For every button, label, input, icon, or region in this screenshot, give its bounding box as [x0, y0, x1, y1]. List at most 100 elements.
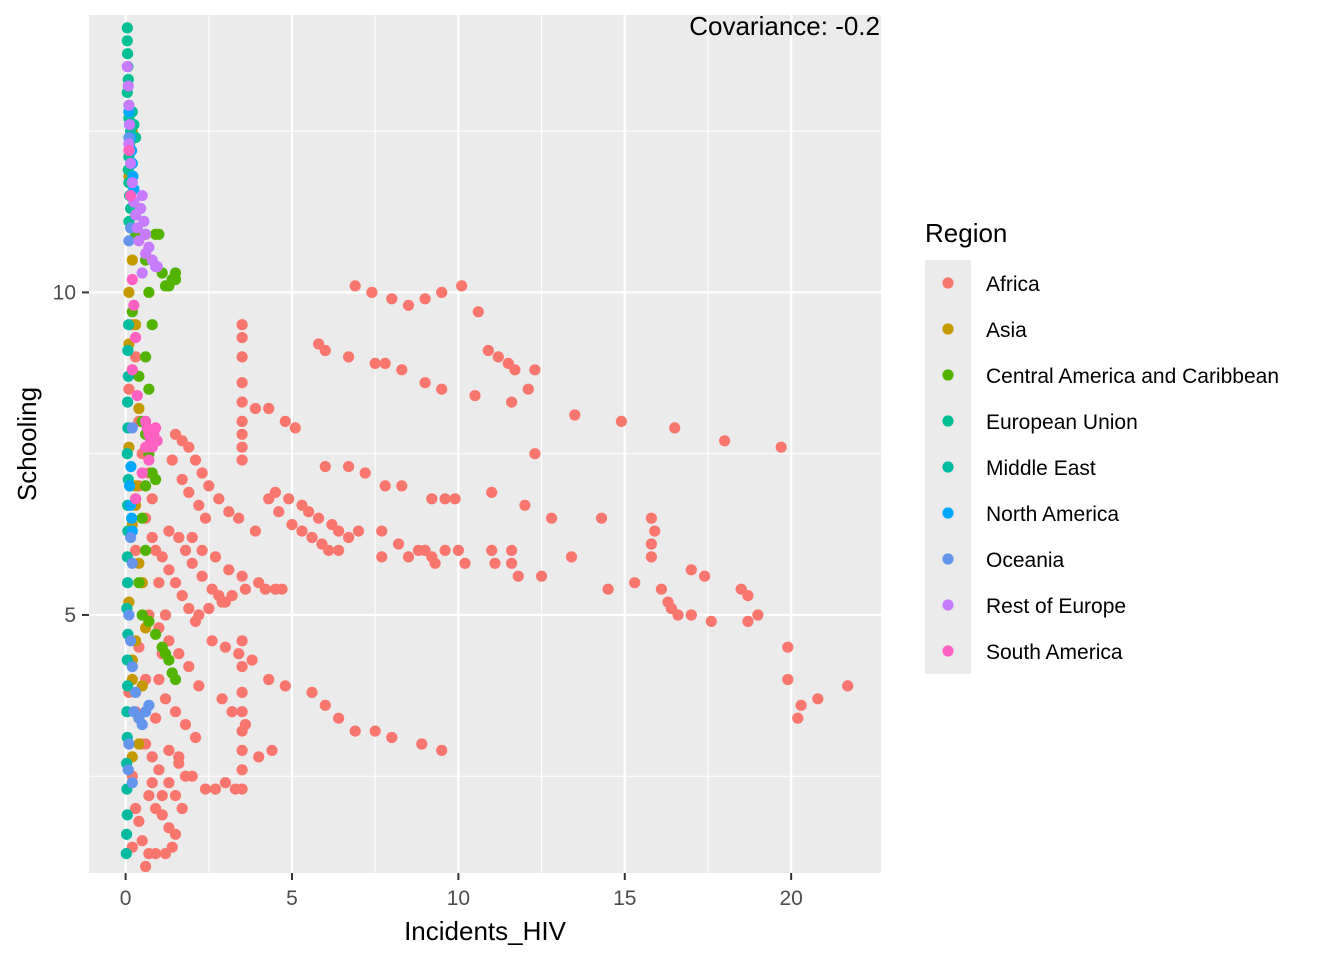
- data-point: [123, 738, 135, 750]
- data-point: [529, 448, 541, 460]
- data-point: [349, 725, 361, 737]
- data-point: [140, 441, 152, 453]
- data-point: [138, 215, 150, 227]
- data-point: [419, 293, 431, 305]
- data-point: [169, 790, 182, 802]
- data-point: [219, 777, 231, 789]
- data-point: [120, 848, 132, 860]
- data-point: [236, 351, 248, 363]
- points-layer: [120, 22, 854, 873]
- x-tick-label: 20: [779, 887, 802, 910]
- data-point: [140, 351, 152, 363]
- data-point: [276, 583, 288, 595]
- data-point: [303, 506, 315, 518]
- legend-label: Asia: [986, 319, 1027, 342]
- data-point: [283, 493, 295, 505]
- data-point: [209, 551, 222, 563]
- data-point: [279, 680, 291, 692]
- data-point: [429, 557, 441, 569]
- data-point: [150, 848, 162, 860]
- data-point: [705, 615, 717, 628]
- legend-key: [942, 645, 954, 657]
- data-point: [153, 577, 165, 589]
- data-point: [146, 531, 158, 544]
- legend-key: [942, 369, 954, 381]
- data-point: [123, 383, 135, 395]
- data-point: [812, 693, 824, 705]
- data-point: [426, 493, 438, 505]
- data-point: [140, 228, 152, 240]
- data-point: [249, 525, 261, 537]
- data-point: [126, 422, 138, 434]
- data-point: [179, 544, 192, 557]
- data-point: [333, 525, 345, 537]
- data-point: [236, 441, 248, 453]
- data-point: [386, 731, 398, 744]
- data-point: [163, 744, 175, 757]
- data-point: [452, 544, 464, 557]
- data-point: [156, 790, 168, 802]
- data-point: [519, 499, 531, 511]
- data-point: [124, 119, 136, 131]
- data-point: [782, 673, 794, 686]
- data-point: [203, 602, 215, 615]
- data-point: [223, 564, 235, 576]
- grid-minor: [89, 15, 881, 873]
- data-point: [469, 390, 481, 402]
- legend-title: Region: [925, 218, 1007, 248]
- data-point: [153, 673, 165, 686]
- y-tick-label: 10: [53, 281, 76, 304]
- data-point: [595, 512, 608, 524]
- data-point: [396, 364, 408, 376]
- data-point: [140, 480, 152, 492]
- data-point: [130, 332, 142, 344]
- data-point: [179, 770, 192, 782]
- data-point: [512, 570, 524, 582]
- data-point: [522, 383, 534, 395]
- data-point: [236, 396, 248, 408]
- data-point: [263, 493, 275, 505]
- legend-label: North America: [986, 503, 1119, 526]
- data-point: [752, 609, 764, 621]
- data-point: [173, 648, 185, 660]
- data-point: [122, 396, 134, 408]
- data-point: [159, 693, 172, 705]
- data-point: [236, 570, 248, 582]
- data-point: [236, 377, 248, 389]
- data-point: [196, 467, 208, 479]
- data-point: [150, 544, 162, 557]
- data-point: [369, 357, 381, 369]
- data-point: [169, 673, 182, 686]
- data-point: [186, 531, 198, 544]
- data-point: [319, 461, 331, 473]
- data-point: [795, 699, 807, 711]
- data-point: [546, 512, 558, 524]
- x-tick-label: 10: [447, 887, 470, 910]
- data-point: [126, 661, 138, 673]
- legend-label: Middle East: [986, 457, 1096, 480]
- data-point: [163, 525, 175, 537]
- data-point: [189, 615, 202, 628]
- legend-items: Africa Asia Central America and Caribbean E…: [942, 273, 1279, 664]
- data-point: [343, 531, 355, 544]
- data-point: [156, 809, 168, 821]
- data-point: [125, 157, 137, 169]
- data-point: [449, 493, 461, 505]
- data-point: [176, 802, 188, 815]
- data-point: [186, 557, 198, 569]
- data-point: [153, 764, 165, 776]
- legend-label: European Union: [986, 411, 1138, 434]
- data-point: [203, 480, 215, 492]
- data-point: [143, 286, 155, 298]
- data-point: [125, 461, 137, 473]
- data-point: [253, 751, 265, 763]
- data-point: [126, 273, 138, 286]
- data-point: [782, 641, 794, 653]
- data-point: [183, 602, 195, 615]
- data-point: [376, 525, 388, 537]
- data-point: [259, 583, 271, 595]
- grid-major: [89, 15, 881, 873]
- data-point: [189, 454, 202, 466]
- data-point: [645, 551, 658, 563]
- data-point: [121, 22, 133, 34]
